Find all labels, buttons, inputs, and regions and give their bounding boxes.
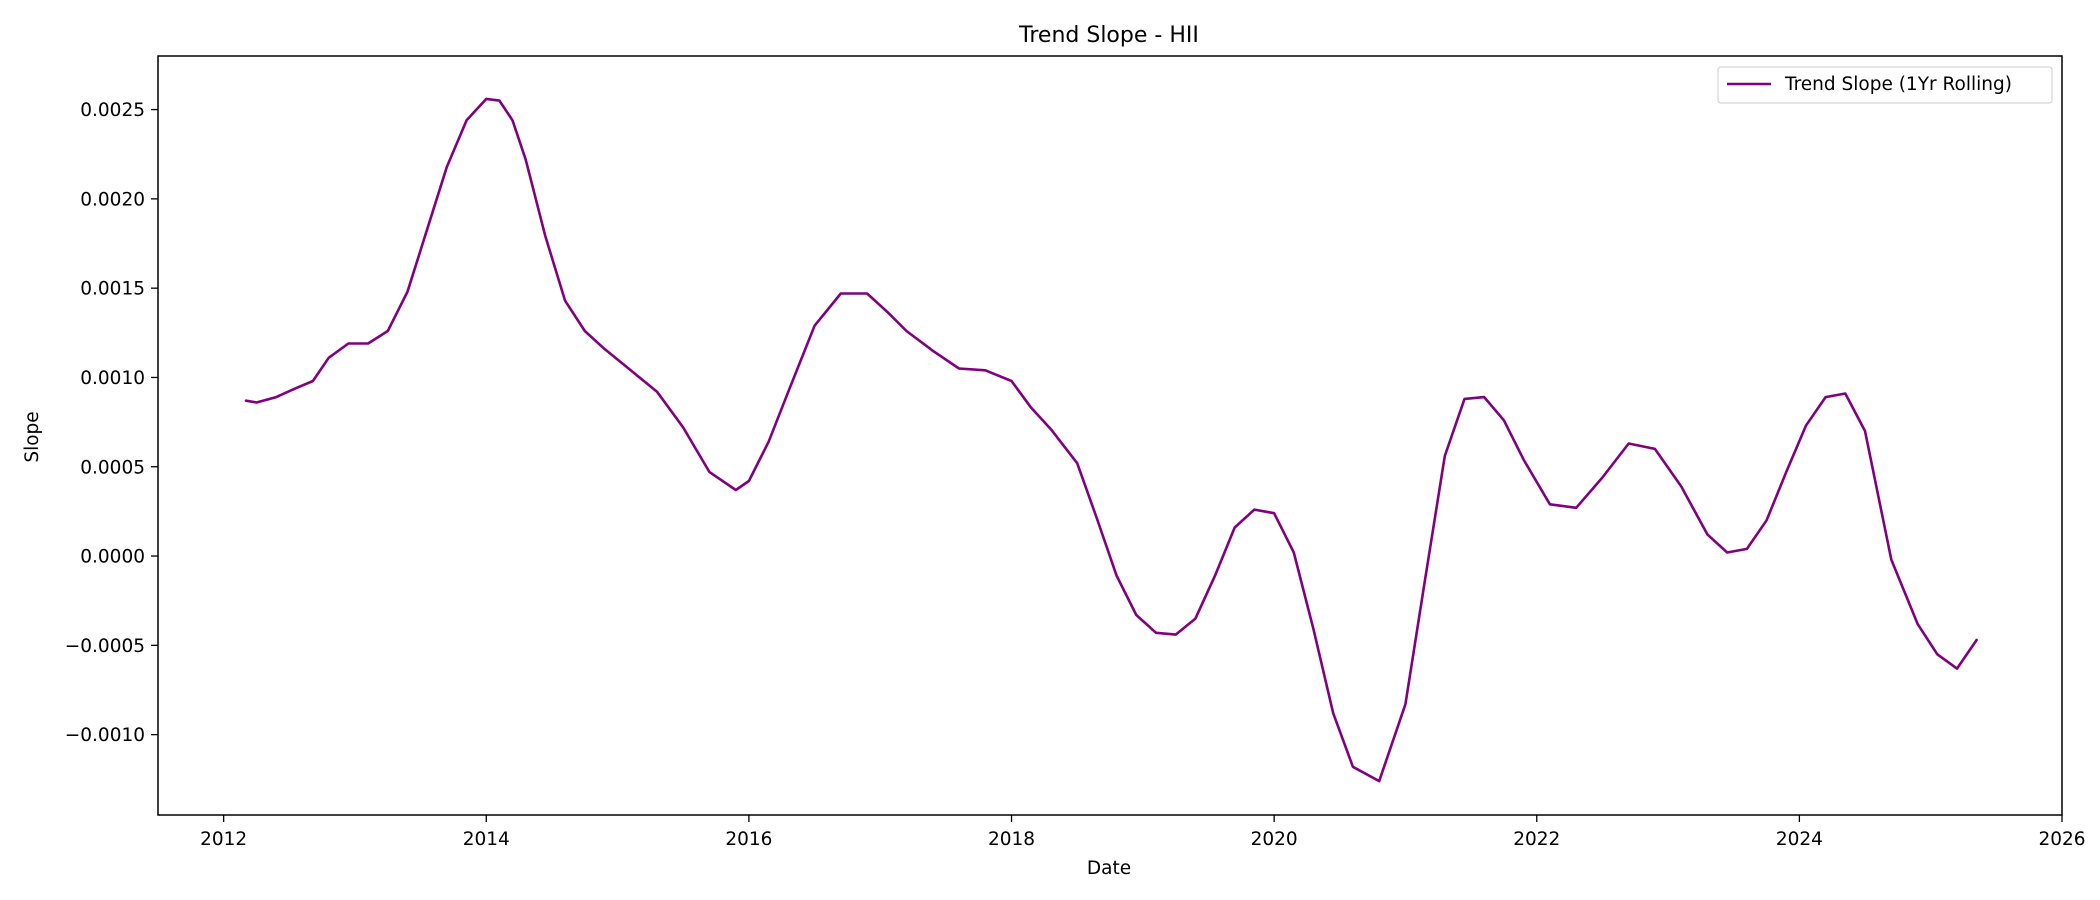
- plot-area: [244, 97, 1978, 783]
- x-tick-label: 2020: [1251, 829, 1298, 850]
- y-tick-label: 0.0020: [80, 189, 145, 210]
- x-axis-label: Date: [1087, 858, 1131, 879]
- x-tick-label: 2024: [1776, 829, 1823, 850]
- x-tick-label: 2012: [200, 829, 247, 850]
- y-tick-label: −0.0005: [65, 636, 145, 657]
- axes: 2012 2014 2016 2018 2020 2022 2024 2026 −0.0010 −…: [65, 55, 2086, 850]
- x-tick-label: 2018: [988, 829, 1035, 850]
- y-tick-label: −0.0010: [65, 725, 145, 746]
- y-tick-label: 0.0005: [80, 457, 145, 478]
- chart-title: Trend Slope - HII: [1018, 23, 1199, 48]
- y-tick-label: 0.0010: [80, 368, 145, 389]
- legend-box: [1717, 66, 2053, 104]
- x-tick-label: 2014: [463, 829, 510, 850]
- plot-frame: [157, 55, 2063, 816]
- y-axis-label: Slope: [22, 411, 43, 462]
- y-tick-label: 0.0000: [80, 547, 145, 568]
- series-line-0: [244, 97, 1978, 783]
- y-tick-label: 0.0025: [80, 100, 145, 121]
- legend: Trend Slope (1Yr Rolling): [1717, 66, 2053, 104]
- y-tick-label: 0.0015: [80, 279, 145, 300]
- x-tick-label: 2016: [725, 829, 772, 850]
- legend-label: Trend Slope (1Yr Rolling): [1784, 74, 2012, 95]
- x-tick-label: 2026: [2038, 829, 2085, 850]
- x-tick-label: 2022: [1513, 829, 1560, 850]
